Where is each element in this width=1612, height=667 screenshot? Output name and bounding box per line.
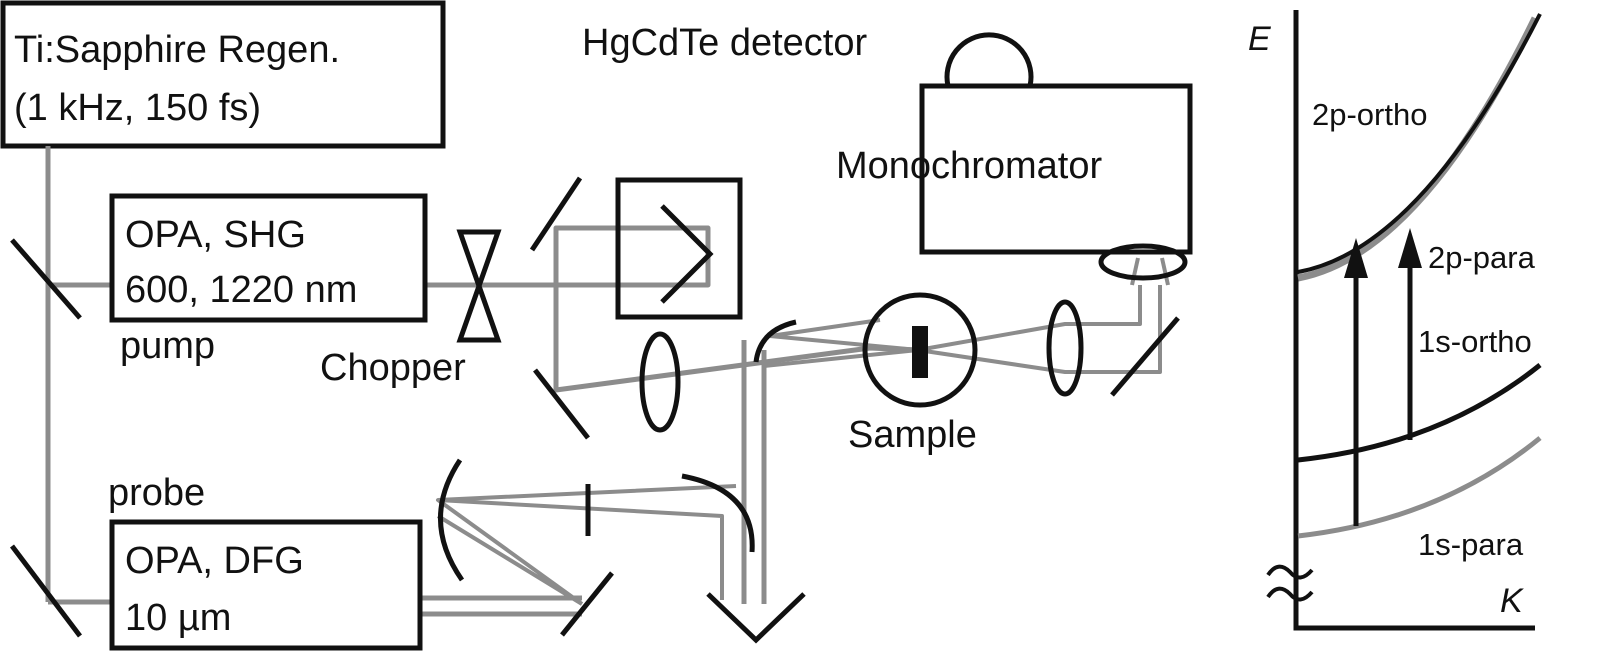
retroreflector-probe-icon bbox=[706, 592, 806, 644]
energy-diagram: E K 2p-ortho 2p-para 1s-ortho 1s-para bbox=[1248, 10, 1542, 631]
delay-retroreflector-icon bbox=[660, 204, 714, 304]
mirror-delay-bottom bbox=[533, 368, 590, 440]
opa-probe-title: OPA, DFG bbox=[125, 540, 304, 582]
detector-icon bbox=[944, 32, 1034, 87]
lens-pump-icon bbox=[639, 331, 681, 433]
laser-title: Ti:Sapphire Regen. bbox=[14, 29, 340, 71]
sample-cryostat-icon bbox=[862, 292, 978, 408]
pump-label: pump bbox=[120, 325, 215, 367]
laser-beams bbox=[45, 146, 1170, 617]
mirror-probe-fold bbox=[560, 571, 614, 637]
lenses bbox=[639, 243, 1188, 433]
detection: HgCdTe detector Monochromator bbox=[582, 22, 1193, 255]
detector-label: HgCdTe detector bbox=[582, 22, 867, 64]
probe-optics: probe bbox=[108, 319, 806, 644]
laser-box bbox=[0, 0, 446, 149]
parabolic-mirror-icon bbox=[753, 319, 797, 363]
mirror-delay-top bbox=[529, 176, 583, 252]
band-1s-ortho-curve bbox=[1297, 363, 1542, 463]
monochromator-label: Monochromator bbox=[836, 145, 1102, 187]
mirror-output bbox=[1110, 316, 1180, 397]
axis-break-bottom-icon bbox=[1266, 586, 1314, 602]
band-2p-ortho-curve bbox=[1297, 13, 1542, 274]
lens-monochromator-icon bbox=[1098, 243, 1188, 281]
sample-crystal-icon bbox=[912, 326, 928, 378]
transition-para-arrow-head-icon bbox=[1344, 238, 1368, 278]
delay-stage-box bbox=[615, 177, 743, 320]
mirrors bbox=[10, 176, 1180, 638]
chopper: Chopper bbox=[320, 229, 502, 389]
opa-pump-wavelengths: 600, 1220 nm bbox=[125, 269, 357, 311]
energy-axes bbox=[1293, 10, 1535, 631]
delay-stage bbox=[615, 177, 743, 320]
band-label-2p-ortho: 2p-ortho bbox=[1312, 97, 1427, 132]
energy-axis-label: E bbox=[1248, 20, 1271, 58]
chopper-blade-icon bbox=[456, 229, 502, 343]
laser-params: (1 kHz, 150 fs) bbox=[14, 87, 261, 129]
opa-pump-box bbox=[109, 193, 428, 323]
chopper-label: Chopper bbox=[320, 347, 466, 389]
pump-beam bbox=[425, 225, 919, 393]
detector-feed-beam bbox=[1130, 257, 1170, 286]
ti-sapphire-laser: Ti:Sapphire Regen. (1 kHz, 150 fs) bbox=[0, 0, 446, 149]
transition-ortho-arrow-head-icon bbox=[1398, 228, 1422, 268]
sample-label: Sample bbox=[848, 414, 977, 456]
concave-mirror-right-icon bbox=[681, 473, 755, 553]
opa-pump-title: OPA, SHG bbox=[125, 214, 306, 256]
momentum-axis-label: K bbox=[1500, 582, 1524, 620]
band-label-1s-para: 1s-para bbox=[1418, 527, 1524, 562]
axis-break-top-icon bbox=[1266, 564, 1314, 580]
probe-label: probe bbox=[108, 472, 205, 514]
output-beam bbox=[917, 285, 1162, 374]
opa-probe-wavelength: 10 µm bbox=[125, 597, 231, 639]
band-label-1s-ortho: 1s-ortho bbox=[1418, 324, 1532, 359]
mirror-pump-split bbox=[10, 238, 82, 320]
concave-mirror-left-icon bbox=[438, 458, 465, 582]
band-2p-para-curve bbox=[1297, 16, 1539, 282]
lens-collect-icon bbox=[1046, 299, 1084, 397]
opa-probe: OPA, DFG 10 µm bbox=[109, 519, 423, 651]
monochromator-box bbox=[919, 83, 1193, 255]
opa-probe-box bbox=[109, 519, 423, 651]
mirror-probe-split bbox=[10, 544, 82, 638]
probe-retro-beam bbox=[741, 340, 767, 604]
band-1s-para-curve bbox=[1297, 436, 1542, 539]
opa-pump: OPA, SHG 600, 1220 nm pump bbox=[109, 193, 428, 367]
sample: Sample bbox=[848, 292, 978, 456]
band-label-2p-para: 2p-para bbox=[1428, 240, 1536, 275]
